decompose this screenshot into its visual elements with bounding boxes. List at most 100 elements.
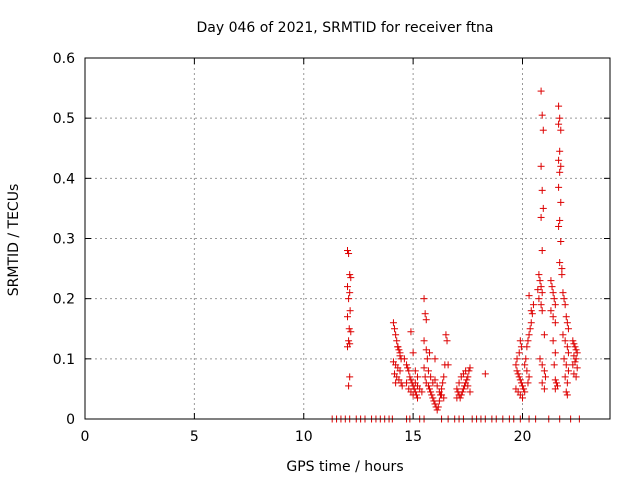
data-point xyxy=(517,379,525,387)
axis-ticks: 0 5 10 15 20 0 0.1 0.2 0.3 0.4 0.5 0.6 xyxy=(53,51,610,445)
data-point xyxy=(345,337,353,345)
data-point xyxy=(513,355,521,363)
data-point xyxy=(540,331,548,339)
data-point xyxy=(347,328,355,336)
data-point xyxy=(443,337,451,345)
data-point xyxy=(345,250,353,258)
data-point xyxy=(556,259,564,267)
data-point xyxy=(347,274,355,282)
data-point xyxy=(549,289,557,297)
y-tick-label: 0.2 xyxy=(53,292,75,308)
data-point xyxy=(513,367,521,375)
data-point xyxy=(409,349,417,357)
data-point xyxy=(538,379,546,387)
data-point xyxy=(520,385,528,393)
x-axis-label: GPS time / hours xyxy=(286,459,403,475)
data-point xyxy=(525,373,533,381)
data-point xyxy=(563,343,571,351)
data-point xyxy=(538,307,546,315)
y-tick-label: 0.3 xyxy=(53,232,75,248)
data-point xyxy=(525,331,533,339)
data-point xyxy=(407,328,415,336)
data-point xyxy=(439,379,447,387)
data-point xyxy=(458,388,466,396)
data-point xyxy=(537,283,545,291)
data-point xyxy=(404,364,412,372)
data-point xyxy=(427,388,435,396)
chart-title: Day 046 of 2021, SRMTID for receiver ftn… xyxy=(196,20,493,36)
data-point xyxy=(555,156,563,164)
data-point xyxy=(344,343,351,351)
data-point xyxy=(346,289,354,297)
x-tick-label: 15 xyxy=(404,429,422,445)
data-point xyxy=(555,183,563,191)
data-point xyxy=(345,295,353,303)
data-point xyxy=(572,373,580,381)
x-tick-label: 5 xyxy=(190,429,199,445)
data-point xyxy=(522,355,530,363)
y-axis-label: SRMTID / TECUs xyxy=(6,184,22,297)
data-point xyxy=(569,337,577,345)
data-point xyxy=(523,367,531,375)
data-point xyxy=(515,349,523,357)
data-point xyxy=(536,277,544,285)
data-point xyxy=(557,126,565,134)
data-point xyxy=(563,379,571,387)
data-point xyxy=(560,295,568,303)
data-point xyxy=(442,331,450,339)
data-point xyxy=(444,361,452,369)
data-point xyxy=(563,391,571,399)
data-point xyxy=(435,397,443,405)
data-point xyxy=(535,295,543,303)
data-point xyxy=(466,364,474,372)
data-point xyxy=(429,394,437,402)
data-point xyxy=(409,391,417,399)
data-point xyxy=(421,310,429,318)
data-point xyxy=(541,373,549,381)
data-point xyxy=(550,361,558,369)
data-point xyxy=(539,204,547,212)
data-point xyxy=(564,349,572,357)
data-point xyxy=(406,373,414,381)
data-point xyxy=(414,373,421,381)
y-tick-label: 0.1 xyxy=(53,352,75,368)
data-point xyxy=(420,364,428,372)
data-point xyxy=(344,283,351,291)
data-point xyxy=(453,394,461,402)
data-point xyxy=(440,394,448,402)
data-point xyxy=(422,346,430,354)
data-point xyxy=(346,271,354,279)
data-point xyxy=(563,319,571,327)
data-point xyxy=(426,349,434,357)
data-point xyxy=(459,385,467,393)
data-point xyxy=(434,403,442,411)
data-point xyxy=(538,361,546,369)
data-point xyxy=(538,186,546,194)
data-point xyxy=(516,337,524,345)
data-point xyxy=(344,313,351,321)
data-point xyxy=(547,307,555,315)
data-point xyxy=(551,301,559,309)
data-point xyxy=(550,295,558,303)
data-point xyxy=(420,337,428,345)
data-point xyxy=(561,301,569,309)
data-point xyxy=(562,313,570,321)
data-point xyxy=(519,382,526,390)
data-point xyxy=(551,349,559,357)
data-point xyxy=(481,370,489,378)
data-point xyxy=(453,385,461,393)
data-point xyxy=(524,379,532,387)
data-point xyxy=(548,283,556,291)
data-point xyxy=(559,331,567,339)
data-point xyxy=(344,247,351,255)
data-point xyxy=(455,379,463,387)
data-point xyxy=(564,367,572,375)
data-point xyxy=(392,379,400,387)
data-point xyxy=(558,271,566,279)
x-tick-label: 20 xyxy=(514,429,532,445)
data-point xyxy=(346,307,354,315)
data-point xyxy=(396,367,404,375)
data-point xyxy=(428,391,436,399)
data-point xyxy=(526,325,534,333)
data-point xyxy=(393,337,401,345)
